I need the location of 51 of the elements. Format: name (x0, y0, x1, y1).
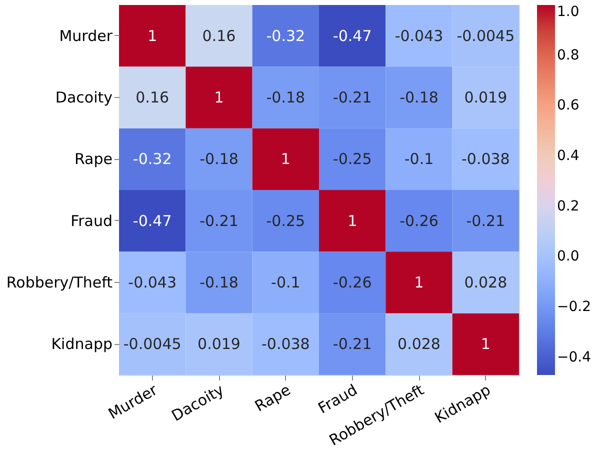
y-tick-label: Dacoity (55, 88, 113, 106)
data-label: -0.0045 (123, 335, 182, 354)
data-label: -0.21 (332, 88, 372, 106)
data-label: -0.32 (266, 26, 306, 45)
data-label: -0.043 (394, 26, 444, 45)
data-label: -0.043 (128, 274, 177, 292)
data-label: -0.21 (332, 335, 372, 354)
data-label: -0.47 (132, 212, 172, 230)
data-label: 1 (280, 150, 290, 168)
data-label: 0.16 (136, 88, 170, 106)
data-label: 0.028 (398, 335, 440, 354)
data-label: -0.21 (466, 212, 506, 230)
data-label: -0.47 (332, 26, 372, 45)
data-label: -0.18 (200, 274, 238, 292)
y-tick-label: Kidnapp (51, 335, 112, 354)
data-label: 0.019 (464, 88, 508, 106)
data-label: -0.1 (404, 150, 434, 168)
data-label: -0.21 (200, 212, 238, 230)
data-label: 0.019 (198, 335, 240, 354)
data-label: 0.16 (202, 26, 236, 45)
data-label: 1 (348, 212, 358, 230)
data-label: -0.25 (266, 212, 306, 230)
data-label: 1 (480, 335, 490, 354)
y-tick-label: Rape (74, 150, 112, 168)
data-label: 1 (148, 26, 158, 45)
data-label: 0.028 (464, 274, 508, 292)
color-bar-label: 0.4 (557, 148, 580, 164)
data-label: -0.038 (461, 150, 510, 168)
data-label: -0.18 (200, 150, 238, 168)
data-label: -0.32 (132, 150, 172, 168)
data-label: -0.18 (400, 88, 438, 106)
data-label: 1 (214, 88, 224, 106)
y-tick-label: Fraud (70, 212, 112, 230)
data-label: -0.26 (332, 274, 372, 292)
data-label: -0.1 (271, 274, 300, 292)
data-label: -0.038 (261, 335, 310, 354)
color-bar-label: 0.6 (557, 98, 580, 114)
color-bar-label: 0.8 (557, 47, 580, 64)
y-tick-label: Murder (59, 26, 114, 45)
data-label: -0.26 (400, 212, 438, 230)
color-bar-label: 1.0 (557, 4, 580, 20)
data-label: -0.18 (266, 88, 306, 106)
y-tick-label: Robbery/Theft (6, 274, 113, 292)
color-bar-label: 0.2 (557, 198, 580, 214)
data-label: 1 (414, 274, 424, 292)
color-bar-label: −0.2 (557, 299, 591, 316)
x-tick-label: Rape (252, 380, 294, 416)
color-bar-label: −0.4 (557, 349, 592, 366)
color-bar-label: 0.0 (557, 248, 580, 265)
data-label: -0.0045 (456, 26, 515, 45)
data-label: -0.25 (332, 150, 372, 168)
